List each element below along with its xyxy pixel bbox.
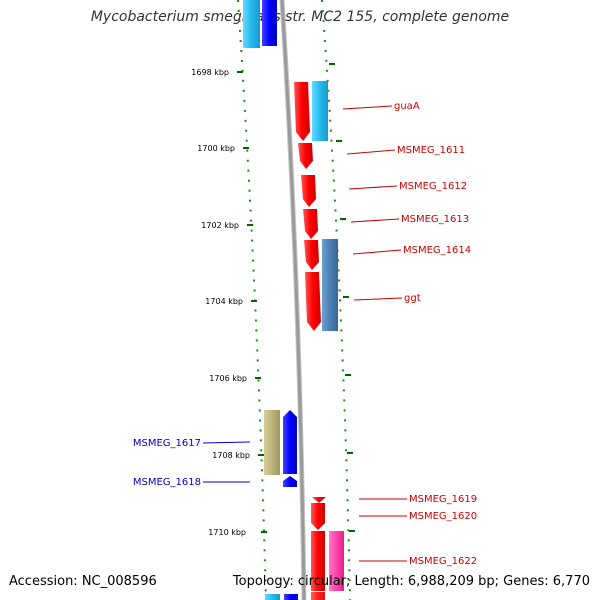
right-dotted-track xyxy=(321,0,351,600)
gene-label-MSMEG_1618[interactable]: MSMEG_1618 xyxy=(133,477,201,488)
cog-MSMEG_1622[interactable] xyxy=(329,531,344,591)
cds-MSMEG_1618[interactable] xyxy=(283,476,297,487)
gene-label-MSMEG_1614[interactable]: MSMEG_1614 xyxy=(403,245,471,256)
cds-feature-bottom-forward-edge[interactable] xyxy=(311,592,325,600)
gene-label-MSMEG_1611[interactable]: MSMEG_1611 xyxy=(397,145,465,156)
cds-MSMEG_1614[interactable] xyxy=(304,240,319,270)
cog-MSMEG_1614-ggt[interactable] xyxy=(322,239,338,331)
genome-summary-text: Topology: circular; Length: 6,988,209 bp… xyxy=(232,574,590,589)
cog-feature-bottom-left[interactable] xyxy=(265,594,280,600)
tick-label-1704: 1704 kbp xyxy=(205,297,243,306)
cds-feature-bottom-reverse[interactable] xyxy=(284,594,298,600)
forward-cds-track xyxy=(294,82,326,600)
cds-feature-top-reverse[interactable] xyxy=(262,0,277,46)
tick-label-1708: 1708 kbp xyxy=(212,451,250,460)
cds-guaA[interactable] xyxy=(294,82,310,141)
tick-label-1706: 1706 kbp xyxy=(209,374,247,383)
cds-MSMEG_1613[interactable] xyxy=(303,209,318,239)
cds-MSMEG_1620[interactable] xyxy=(311,503,325,530)
gene-label-MSMEG_1620[interactable]: MSMEG_1620 xyxy=(409,511,477,522)
gene-label-MSMEG_1619[interactable]: MSMEG_1619 xyxy=(409,494,477,505)
tick-label-1702: 1702 kbp xyxy=(201,221,239,230)
cds-MSMEG_1619[interactable] xyxy=(312,497,326,503)
gene-label-MSMEG_1613[interactable]: MSMEG_1613 xyxy=(401,214,469,225)
tick-label-1710: 1710 kbp xyxy=(208,528,246,537)
gene-label-guaA[interactable]: guaA xyxy=(394,101,420,112)
tick-label-1698: 1698 kbp xyxy=(191,68,229,77)
cog-guaA[interactable] xyxy=(312,81,328,141)
cds-ggt[interactable] xyxy=(305,272,321,331)
gene-label-ggt[interactable]: ggt xyxy=(404,293,421,304)
cog-MSMEG_1617[interactable] xyxy=(264,410,280,475)
cds-MSMEG_1611[interactable] xyxy=(298,143,313,169)
gene-label-MSMEG_1612[interactable]: MSMEG_1612 xyxy=(399,181,467,192)
tick-label-1700: 1700 kbp xyxy=(197,144,235,153)
forward-label-leaders xyxy=(342,105,407,562)
gene-label-MSMEG_1622[interactable]: MSMEG_1622 xyxy=(409,556,477,567)
cog-feature-top-left[interactable] xyxy=(243,0,260,48)
cds-MSMEG_1622[interactable] xyxy=(311,531,325,591)
reverse-label-leaders xyxy=(202,441,251,483)
gene-label-MSMEG_1617[interactable]: MSMEG_1617 xyxy=(133,438,201,449)
cds-MSMEG_1617[interactable] xyxy=(283,410,297,474)
cds-MSMEG_1612[interactable] xyxy=(301,175,316,207)
accession-text: Accession: NC_008596 xyxy=(9,574,157,589)
scale-ticks xyxy=(237,63,355,533)
map-title: Mycobacterium smegmatis str. MC2 155, co… xyxy=(90,9,510,25)
